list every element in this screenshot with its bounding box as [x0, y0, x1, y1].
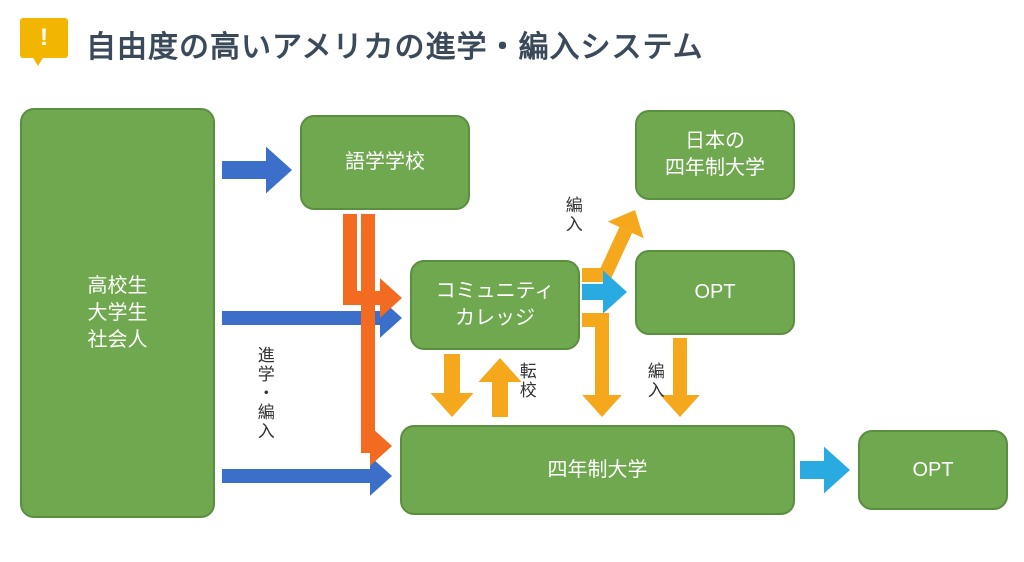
- edge-label-0: 進学・編入: [254, 346, 273, 441]
- node-jp4yr: 日本の四年制大学: [635, 110, 795, 200]
- edge-label-2: 転校: [516, 362, 535, 400]
- node-start: 高校生大学生社会人: [20, 108, 215, 518]
- diagram-stage: ! 自由度の高いアメリカの進学・編入システム 高校生大学生社会人語学学校コミュニ…: [0, 0, 1024, 562]
- node-cc: コミュニティカレッジ: [410, 260, 580, 350]
- arrow-head: [266, 147, 292, 194]
- arrow-head: [582, 395, 622, 417]
- node-opt1: OPT: [635, 250, 795, 335]
- node-opt2: OPT: [858, 430, 1008, 510]
- arrow-head: [824, 447, 850, 494]
- arrow-head: [660, 395, 700, 417]
- arrow-shaft: [582, 230, 626, 275]
- arrow-head: [430, 393, 473, 417]
- node-uni: 四年制大学: [400, 425, 795, 515]
- node-lang: 語学学校: [300, 115, 470, 210]
- arrow-head: [603, 270, 627, 313]
- arrow-shaft: [368, 214, 370, 446]
- edge-label-3: 編入: [644, 362, 663, 400]
- edge-label-1: 編入: [562, 196, 581, 234]
- arrow-head: [370, 426, 392, 466]
- arrow-shaft: [582, 320, 602, 395]
